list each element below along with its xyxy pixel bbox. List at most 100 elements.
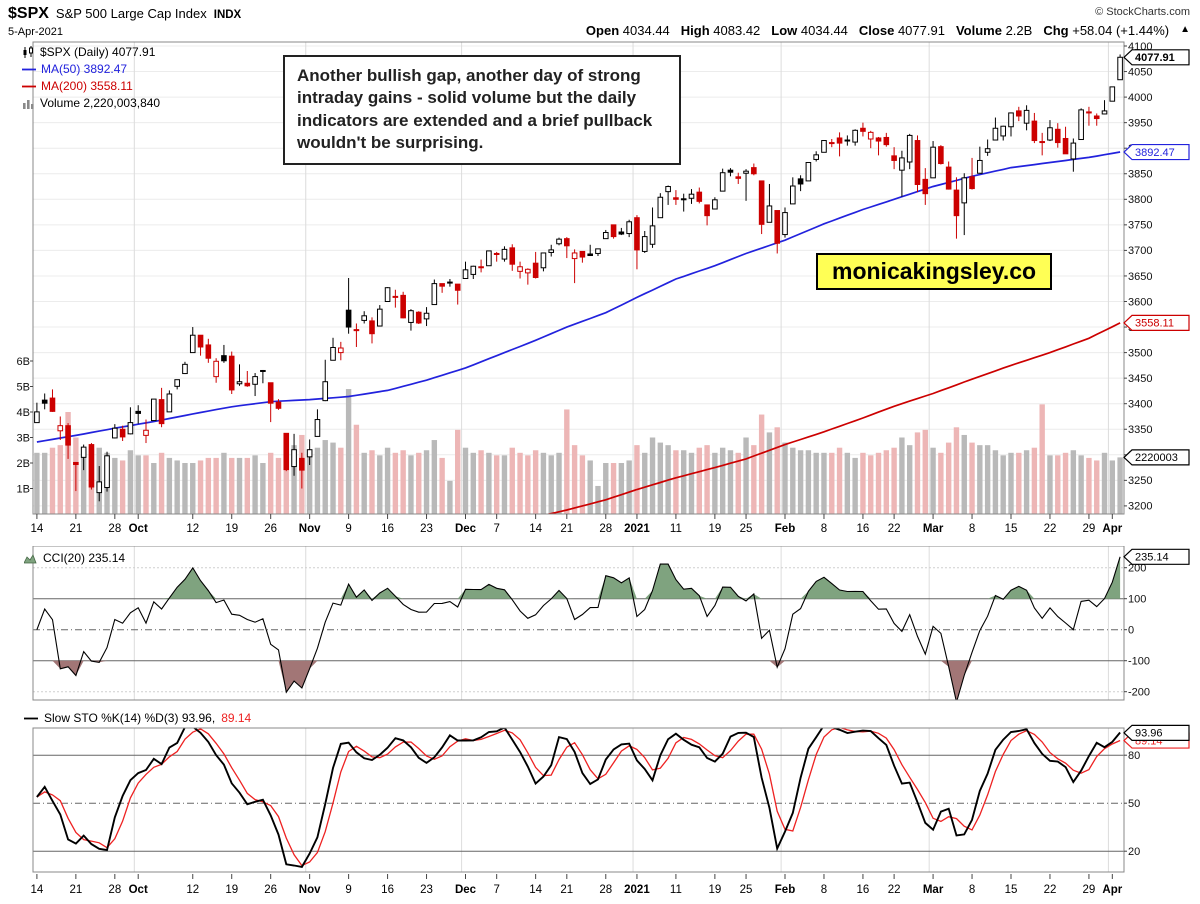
sto-legend-d-value: 89.14: [221, 711, 252, 725]
legend-symbol-row: $SPX (Daily) 4077.91: [22, 44, 160, 61]
svg-text:-200: -200: [1128, 687, 1150, 699]
price-volume-chart: 4100405040003950390038503800375037003650…: [17, 41, 1190, 535]
chart-date: 5-Apr-2021: [8, 26, 64, 38]
header: $SPX S&P 500 Large Cap Index INDX: [8, 5, 241, 23]
svg-text:Oct: Oct: [129, 523, 148, 535]
svg-text:14: 14: [529, 884, 542, 896]
ma50-line-icon: [22, 68, 36, 71]
svg-text:3500: 3500: [1128, 347, 1152, 359]
svg-text:200: 200: [1128, 563, 1146, 575]
svg-text:15: 15: [1005, 523, 1018, 535]
svg-text:4050: 4050: [1128, 66, 1152, 78]
svg-text:3558.11: 3558.11: [1135, 318, 1174, 330]
index-name: S&P 500 Large Cap Index: [55, 6, 207, 21]
svg-text:80: 80: [1128, 750, 1140, 762]
svg-text:6B: 6B: [17, 356, 30, 368]
svg-text:4000: 4000: [1128, 92, 1152, 104]
svg-text:16: 16: [381, 884, 394, 896]
watermark: monicakingsley.co: [816, 253, 1053, 290]
svg-text:26: 26: [264, 523, 277, 535]
svg-text:8: 8: [969, 523, 975, 535]
svg-text:22: 22: [1044, 884, 1057, 896]
svg-text:9: 9: [345, 884, 351, 896]
svg-text:2021: 2021: [624, 884, 650, 896]
legend-volume-label: Volume 2,220,003,840: [40, 96, 161, 110]
ma200-line-icon: [22, 85, 36, 88]
svg-text:8: 8: [821, 884, 827, 896]
svg-text:29: 29: [1083, 884, 1096, 896]
svg-text:3B: 3B: [17, 432, 30, 444]
svg-text:23: 23: [420, 884, 433, 896]
svg-text:16: 16: [857, 523, 870, 535]
quote-open: Open 4034.44: [585, 23, 670, 38]
svg-text:21: 21: [560, 523, 573, 535]
svg-text:28: 28: [599, 523, 612, 535]
svg-text:3750: 3750: [1128, 220, 1152, 232]
sto-line-icon: [24, 717, 38, 719]
cci-panel: 200 100 0 -100 -200 235.14: [32, 546, 1190, 701]
svg-text:12: 12: [186, 523, 199, 535]
svg-text:2B: 2B: [17, 458, 30, 470]
legend-symbol-label: $SPX (Daily) 4077.91: [40, 45, 156, 59]
svg-text:3892.47: 3892.47: [1135, 147, 1175, 159]
svg-text:Feb: Feb: [775, 884, 795, 896]
svg-text:Mar: Mar: [923, 884, 944, 896]
svg-text:8: 8: [821, 523, 827, 535]
svg-text:2021: 2021: [624, 523, 650, 535]
exchange-label: INDX: [213, 9, 242, 21]
svg-text:11: 11: [670, 523, 682, 535]
svg-text:Apr: Apr: [1102, 523, 1122, 535]
svg-text:19: 19: [225, 884, 238, 896]
svg-text:14: 14: [30, 884, 43, 896]
svg-text:15: 15: [1005, 884, 1018, 896]
svg-text:19: 19: [708, 884, 721, 896]
svg-text:1B: 1B: [17, 483, 30, 495]
svg-text:25: 25: [740, 523, 753, 535]
svg-text:Mar: Mar: [923, 523, 944, 535]
svg-text:4077.91: 4077.91: [1135, 52, 1175, 64]
svg-text:2220003: 2220003: [1135, 452, 1178, 464]
svg-text:22: 22: [888, 884, 901, 896]
svg-text:3650: 3650: [1128, 271, 1152, 283]
svg-text:3450: 3450: [1128, 373, 1152, 385]
svg-text:93.96: 93.96: [1135, 728, 1163, 740]
svg-text:Nov: Nov: [299, 523, 321, 535]
svg-text:3350: 3350: [1128, 424, 1152, 436]
legend-ma200-label: MA(200) 3558.11: [41, 79, 133, 93]
svg-text:22: 22: [1044, 523, 1057, 535]
quote-change: Chg +58.04 (+1.44%): [1043, 23, 1170, 38]
symbol: $SPX: [8, 5, 49, 22]
svg-text:21: 21: [560, 884, 573, 896]
svg-text:16: 16: [857, 884, 870, 896]
svg-text:3800: 3800: [1128, 194, 1152, 206]
svg-text:Dec: Dec: [455, 523, 477, 535]
svg-text:14: 14: [529, 523, 542, 535]
svg-text:0: 0: [1128, 625, 1134, 637]
svg-text:14: 14: [30, 523, 43, 535]
svg-text:11: 11: [670, 884, 682, 896]
svg-text:8: 8: [969, 884, 975, 896]
quote-low: Low 4034.44: [771, 23, 848, 38]
svg-text:3950: 3950: [1128, 117, 1152, 129]
svg-text:28: 28: [108, 523, 121, 535]
svg-text:19: 19: [708, 523, 721, 535]
svg-text:3600: 3600: [1128, 296, 1152, 308]
quote-volume: Volume 2.2B: [955, 23, 1033, 38]
legend-ma200-row: MA(200) 3558.11: [22, 78, 160, 95]
svg-text:9: 9: [345, 523, 351, 535]
svg-text:-100: -100: [1128, 656, 1150, 668]
legend-ma50-row: MA(50) 3892.47: [22, 61, 160, 78]
svg-text:50: 50: [1128, 798, 1140, 810]
svg-text:21: 21: [69, 884, 82, 896]
quote-close: Close 4077.91: [858, 23, 945, 38]
copyright: © StockCharts.com: [1095, 6, 1190, 18]
cci-legend: CCI(20) 235.14: [24, 551, 125, 565]
quote-high: High 4083.42: [680, 23, 761, 38]
svg-text:Dec: Dec: [455, 884, 477, 896]
svg-text:3700: 3700: [1128, 245, 1152, 257]
svg-text:3200: 3200: [1128, 501, 1152, 513]
svg-text:28: 28: [108, 884, 121, 896]
cci-area-icon: [24, 553, 37, 563]
